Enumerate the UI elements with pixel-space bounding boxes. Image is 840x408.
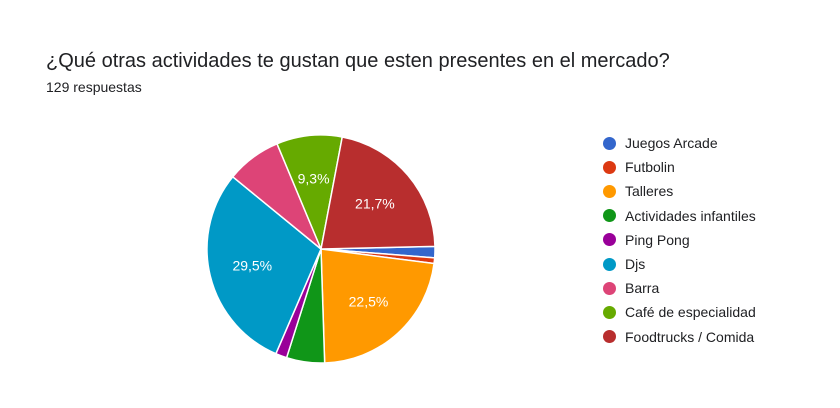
slice-value-label: 9,3% bbox=[298, 171, 330, 187]
legend-item[interactable]: Ping Pong bbox=[603, 228, 756, 252]
legend-label: Talleres bbox=[625, 183, 674, 200]
slice-value-label: 21,7% bbox=[355, 195, 395, 211]
legend-swatch bbox=[603, 209, 616, 223]
legend-label: Foodtrucks / Comida bbox=[625, 328, 755, 345]
legend-item[interactable]: Foodtrucks / Comida bbox=[603, 325, 756, 349]
legend-item[interactable]: Djs bbox=[603, 252, 756, 276]
legend-swatch bbox=[603, 257, 616, 271]
chart-title: ¿Qué otras actividades te gustan que est… bbox=[46, 50, 670, 72]
legend-swatch bbox=[603, 281, 616, 295]
legend-item[interactable]: Futbolin bbox=[603, 155, 756, 179]
legend-item[interactable]: Talleres bbox=[603, 179, 756, 203]
legend-swatch bbox=[603, 136, 616, 150]
response-count: 129 respuestas bbox=[46, 79, 142, 95]
pie-slice-talleres[interactable] bbox=[320, 248, 435, 364]
pie-slice-djs[interactable] bbox=[206, 176, 322, 355]
slice-value-label: 29,5% bbox=[232, 258, 272, 274]
legend-item[interactable]: Barra bbox=[603, 276, 756, 300]
legend-label: Juegos Arcade bbox=[625, 135, 718, 152]
legend-swatch bbox=[603, 305, 616, 319]
legend-item[interactable]: Café de especialidad bbox=[603, 300, 756, 324]
legend-label: Barra bbox=[625, 280, 660, 297]
legend-label: Djs bbox=[625, 256, 646, 273]
pie-slice-foodtrucks-comida[interactable] bbox=[320, 136, 436, 250]
pie-slice-labels: 22,5% 29,5% 9,3% 21,7% bbox=[232, 171, 394, 310]
chart-legend: Juegos Arcade Futbolin Talleres Actividades… bbox=[603, 131, 756, 349]
legend-swatch bbox=[603, 160, 616, 174]
legend-label: Ping Pong bbox=[625, 231, 690, 248]
legend-swatch bbox=[603, 233, 616, 247]
legend-swatch bbox=[603, 184, 616, 198]
legend-label: Café de especialidad bbox=[625, 304, 756, 321]
legend-swatch bbox=[603, 330, 616, 344]
legend-item[interactable]: Actividades infantiles bbox=[603, 204, 756, 228]
legend-label: Futbolin bbox=[625, 159, 675, 176]
legend-label: Actividades infantiles bbox=[625, 207, 756, 224]
pie-slices bbox=[206, 134, 436, 364]
slice-value-label: 22,5% bbox=[349, 293, 389, 309]
legend-item[interactable]: Juegos Arcade bbox=[603, 131, 756, 155]
